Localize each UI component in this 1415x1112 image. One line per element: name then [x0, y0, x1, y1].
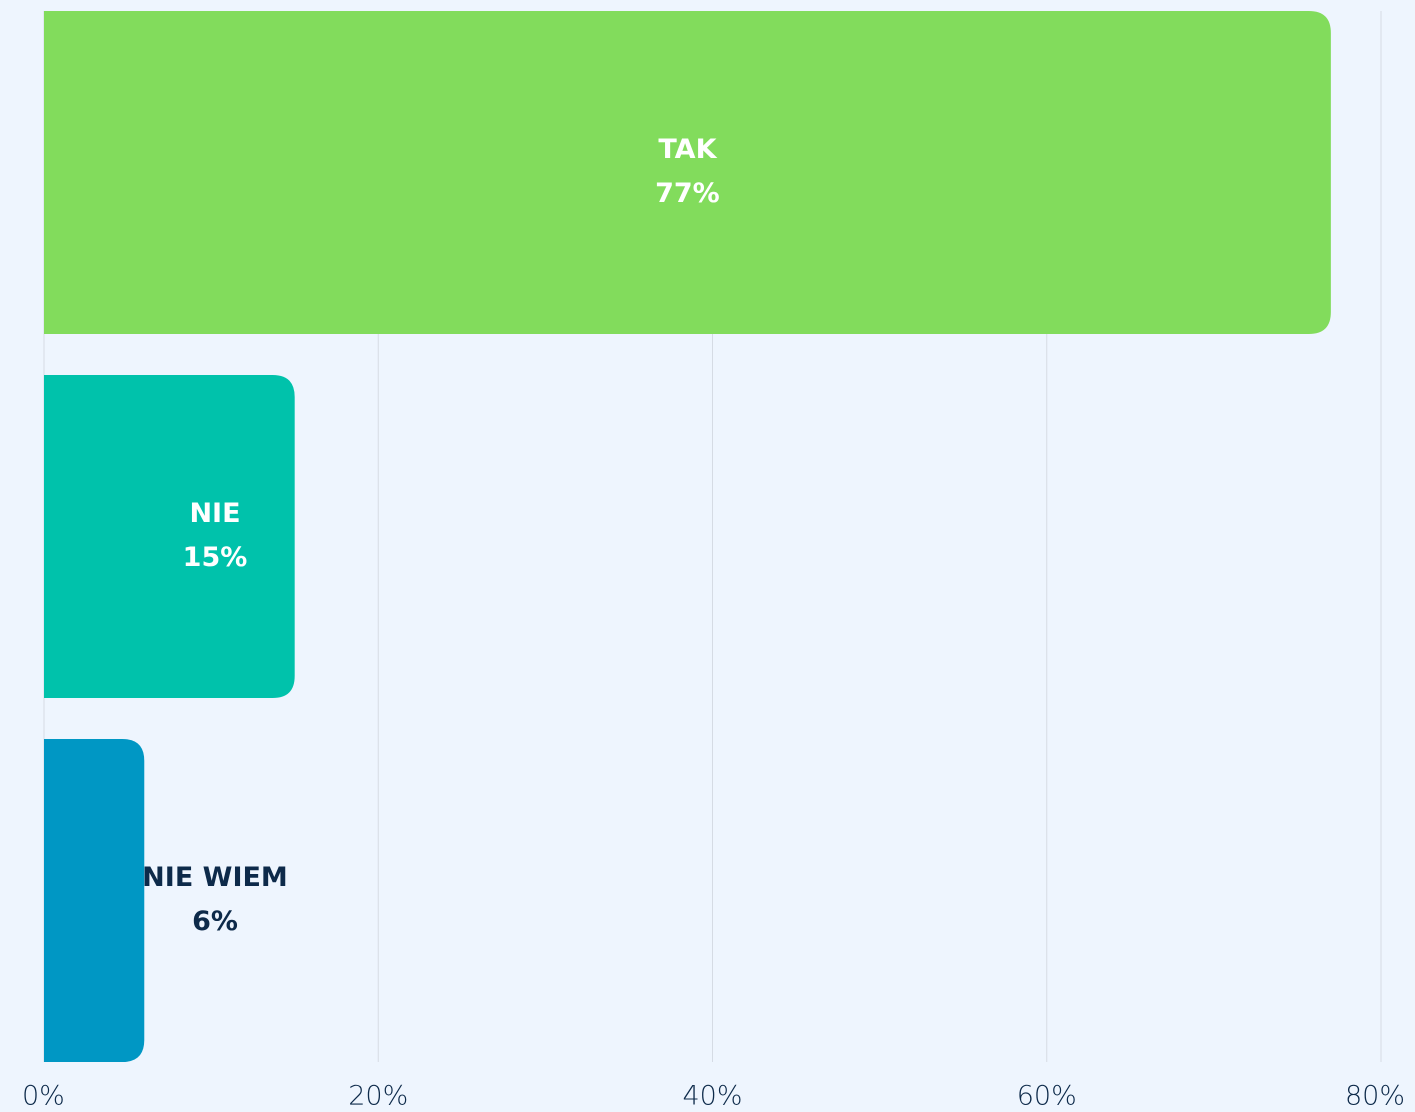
bar-label: TAK [658, 134, 717, 165]
x-tick-label: 80% [1345, 1081, 1405, 1112]
value-label: 15% [183, 542, 248, 573]
bar [44, 375, 295, 698]
bar [44, 11, 1331, 334]
x-tick-label: 40% [682, 1081, 742, 1112]
value-label: 6% [192, 906, 238, 937]
bar [44, 739, 145, 1062]
x-tick-label: 20% [348, 1081, 408, 1112]
x-tick-label: 60% [1017, 1081, 1077, 1112]
bar-label: NIE WIEM [142, 862, 288, 893]
bar-label: NIE [189, 498, 240, 529]
x-tick-label: 0% [22, 1081, 65, 1112]
value-label: 77% [655, 178, 720, 209]
